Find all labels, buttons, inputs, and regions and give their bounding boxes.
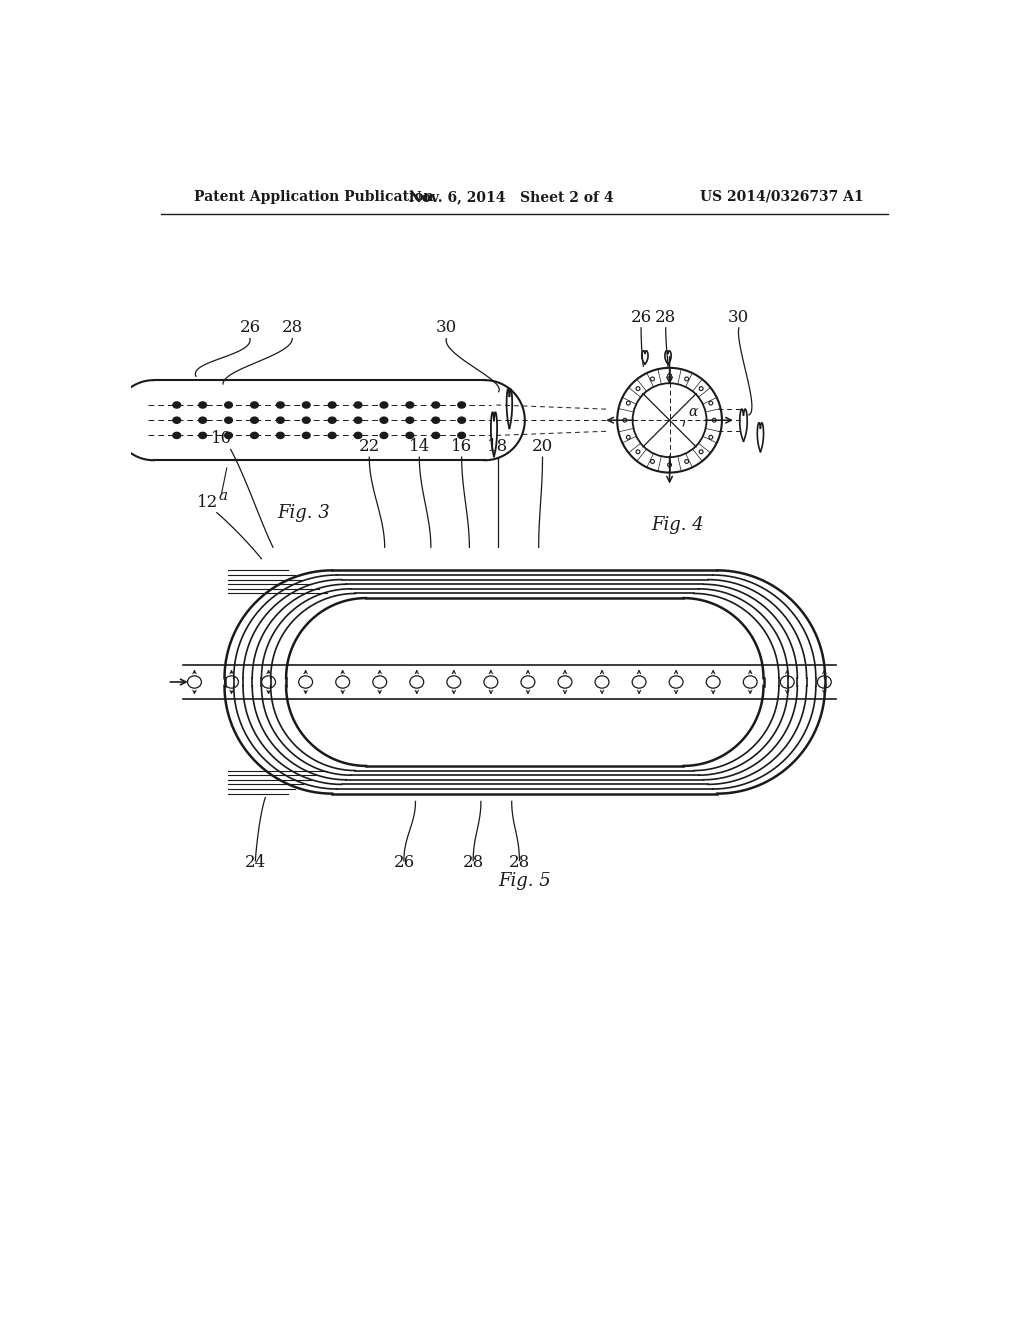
Ellipse shape [251, 417, 258, 424]
Ellipse shape [276, 417, 285, 424]
Ellipse shape [329, 401, 336, 408]
Ellipse shape [627, 436, 630, 440]
Ellipse shape [380, 433, 388, 438]
Ellipse shape [636, 450, 640, 454]
Ellipse shape [709, 401, 713, 405]
Ellipse shape [685, 459, 688, 463]
Ellipse shape [650, 459, 654, 463]
Text: Fig. 4: Fig. 4 [651, 516, 703, 535]
Ellipse shape [276, 401, 285, 408]
Text: 28: 28 [463, 854, 483, 871]
Ellipse shape [354, 433, 361, 438]
Ellipse shape [380, 401, 388, 408]
Ellipse shape [302, 433, 310, 438]
Text: US 2014/0326737 A1: US 2014/0326737 A1 [700, 190, 864, 203]
Text: Patent Application Publication: Patent Application Publication [194, 190, 433, 203]
Ellipse shape [173, 417, 180, 424]
Ellipse shape [668, 374, 672, 378]
Text: 26: 26 [631, 309, 651, 326]
Ellipse shape [709, 436, 713, 440]
Ellipse shape [699, 387, 703, 391]
Ellipse shape [458, 401, 466, 408]
Ellipse shape [329, 417, 336, 424]
Text: 22: 22 [358, 438, 380, 455]
Ellipse shape [627, 401, 630, 405]
Ellipse shape [224, 401, 232, 408]
Ellipse shape [668, 463, 672, 467]
Ellipse shape [458, 433, 466, 438]
Ellipse shape [354, 401, 361, 408]
Ellipse shape [699, 450, 703, 454]
Text: 20: 20 [531, 438, 553, 455]
Text: 30: 30 [435, 319, 457, 337]
Text: Fig. 3: Fig. 3 [278, 504, 330, 521]
Text: Nov. 6, 2014   Sheet 2 of 4: Nov. 6, 2014 Sheet 2 of 4 [410, 190, 614, 203]
Ellipse shape [458, 417, 466, 424]
Ellipse shape [251, 401, 258, 408]
Ellipse shape [302, 401, 310, 408]
Ellipse shape [251, 433, 258, 438]
Ellipse shape [224, 417, 232, 424]
Ellipse shape [173, 433, 180, 438]
Text: 24: 24 [245, 854, 266, 871]
Text: α: α [689, 405, 698, 418]
Ellipse shape [276, 433, 285, 438]
Text: 12: 12 [197, 494, 218, 511]
Ellipse shape [199, 417, 207, 424]
Ellipse shape [380, 417, 388, 424]
Ellipse shape [713, 418, 716, 422]
Text: 30: 30 [728, 309, 750, 326]
Text: 10: 10 [211, 430, 232, 447]
Ellipse shape [406, 401, 414, 408]
Ellipse shape [623, 418, 627, 422]
Text: 14: 14 [409, 438, 430, 455]
Text: 28: 28 [509, 854, 530, 871]
Ellipse shape [199, 401, 207, 408]
Ellipse shape [406, 417, 414, 424]
Ellipse shape [432, 433, 439, 438]
Ellipse shape [636, 387, 640, 391]
Text: 28: 28 [655, 309, 676, 326]
Ellipse shape [199, 433, 207, 438]
Text: Fig. 5: Fig. 5 [499, 873, 551, 890]
Ellipse shape [650, 378, 654, 381]
Text: 26: 26 [393, 854, 415, 871]
Ellipse shape [302, 417, 310, 424]
Text: 28: 28 [282, 319, 303, 337]
Ellipse shape [173, 401, 180, 408]
Ellipse shape [406, 433, 414, 438]
Ellipse shape [685, 378, 688, 381]
Text: 26: 26 [240, 319, 260, 337]
Text: a: a [218, 490, 227, 503]
Ellipse shape [354, 417, 361, 424]
Ellipse shape [224, 433, 232, 438]
Text: 18: 18 [487, 438, 509, 455]
Ellipse shape [432, 401, 439, 408]
Ellipse shape [329, 433, 336, 438]
Ellipse shape [432, 417, 439, 424]
Text: 16: 16 [452, 438, 472, 455]
